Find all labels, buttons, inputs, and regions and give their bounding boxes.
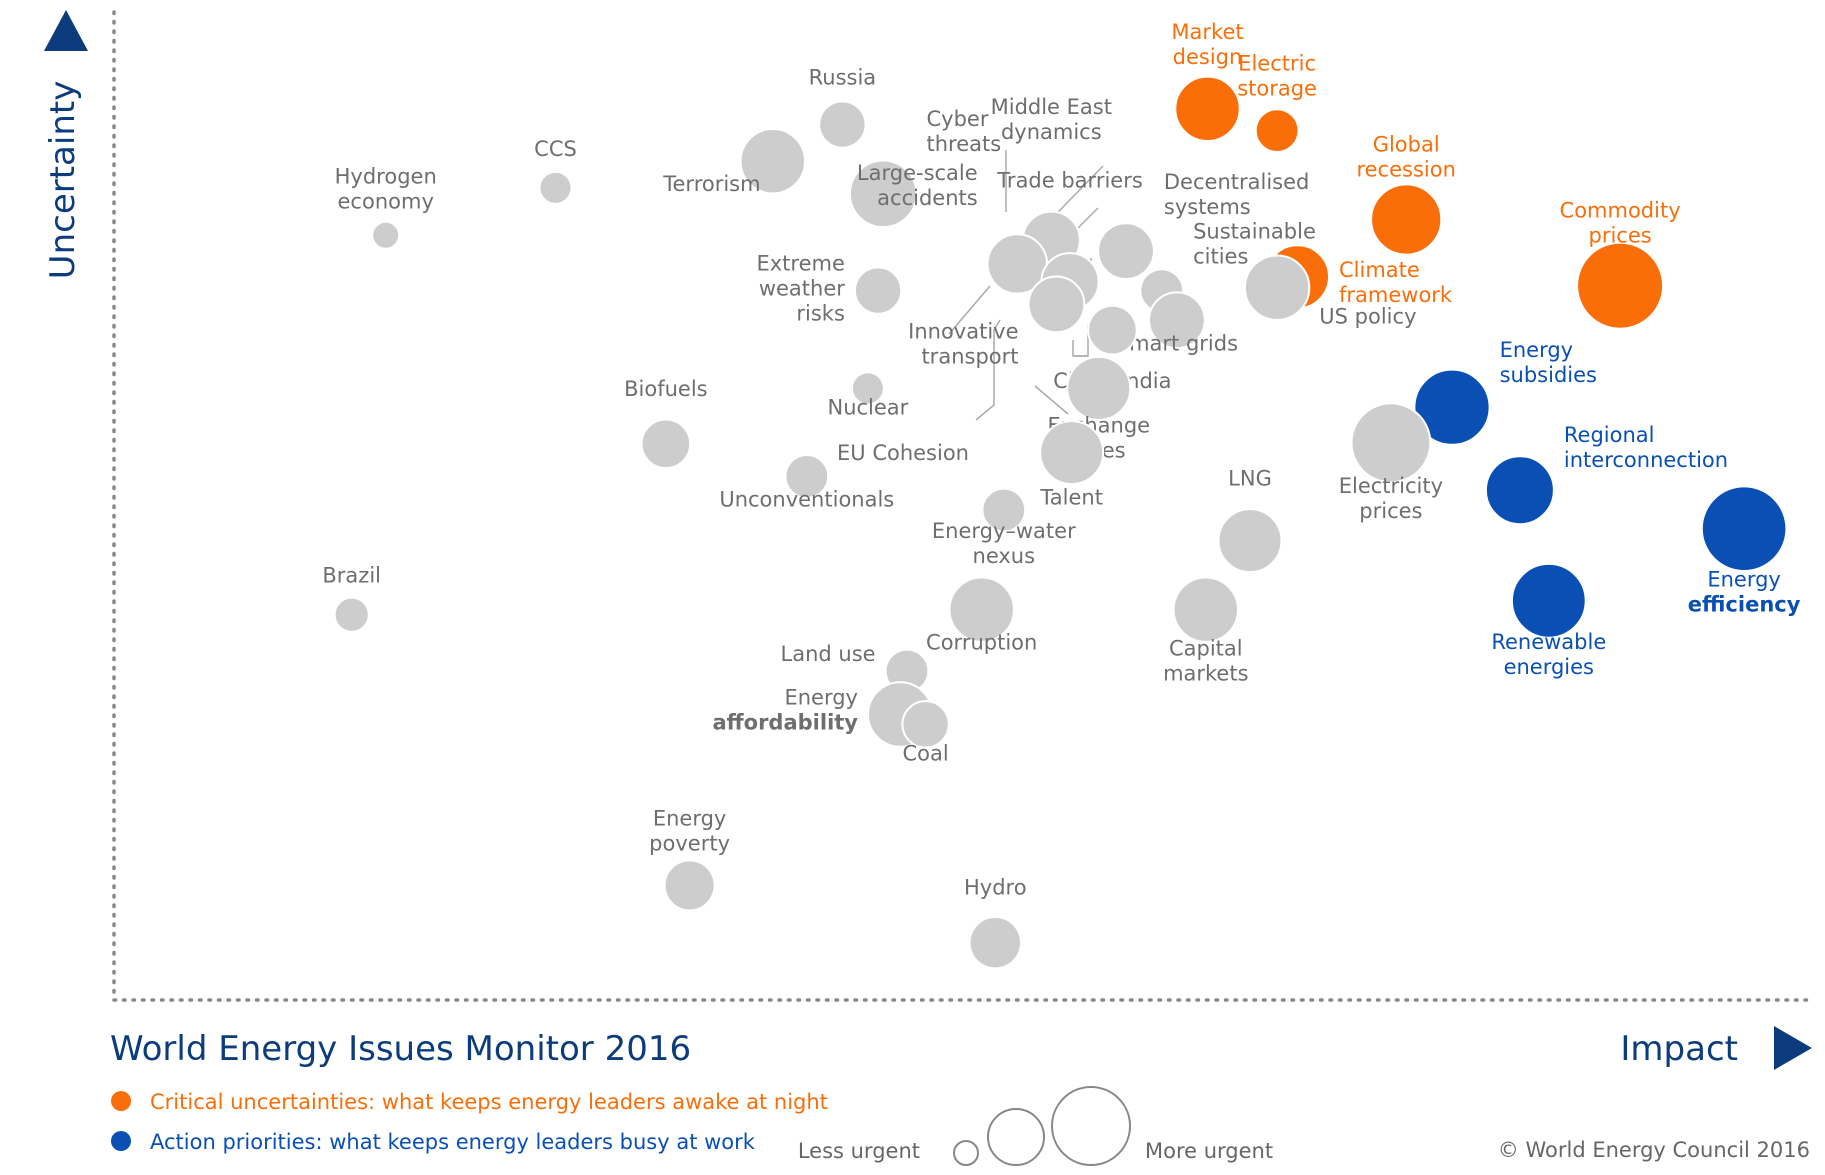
label-lng: LNG — [1228, 467, 1272, 491]
leader-line — [1072, 325, 1089, 357]
label-corruption: Corruption — [926, 631, 1037, 655]
x-axis-title: Impact — [1620, 1029, 1738, 1069]
leader-line — [1075, 207, 1099, 231]
legend-label-uncertainty: Critical uncertainties: what keeps energ… — [150, 1090, 828, 1114]
label-unconventionals: Unconventionals — [719, 487, 894, 511]
chart-title: World Energy Issues Monitor 2016 — [110, 1029, 691, 1069]
y-axis-title: Uncertainty — [43, 81, 83, 280]
label-innovative-transport: Innovative transport — [908, 319, 1018, 368]
label-global-recession: Global recession — [1356, 133, 1455, 182]
label-sustainable-cities: Sustainable cities — [1193, 220, 1316, 269]
label-commodity-prices: Commodity prices — [1560, 199, 1681, 248]
bubble-energy-efficiency — [1700, 485, 1788, 573]
label-hydrogen-economy: Hydrogen economy — [335, 164, 437, 213]
bubble-unconventionals — [784, 454, 830, 499]
label-coal: Coal — [902, 741, 948, 765]
bubble-extreme-weather-risks — [853, 266, 903, 315]
label-land-use: Land use — [781, 642, 876, 666]
bubble-commodity-prices — [1576, 241, 1665, 330]
size-legend: Less urgent More urgent — [798, 1086, 1273, 1166]
bubble-hydrogen-economy — [371, 220, 401, 250]
label-eu-cohesion: EU Cohesion — [837, 441, 969, 465]
bubble-ccs — [538, 170, 573, 205]
bubble-terrorism — [739, 128, 806, 195]
label-energy-efficiency: Energy efficiency — [1688, 568, 1801, 617]
bubble-electricity-prices — [1350, 402, 1432, 484]
label-brazil: Brazil — [322, 564, 381, 588]
bubble-us-policy — [1243, 254, 1311, 321]
label-biofuels: Biofuels — [624, 377, 708, 401]
size-legend-medium-circle — [987, 1108, 1045, 1166]
bubble-innovative-transport — [1027, 275, 1086, 334]
bubble-lng — [1217, 508, 1283, 574]
bubble-energy-water-nexus — [981, 487, 1027, 533]
bubble-market-design — [1174, 75, 1241, 143]
label-climate-framework: Climate framework — [1339, 258, 1453, 307]
leader-line — [1034, 385, 1069, 415]
bubble-capital-markets — [1172, 576, 1240, 643]
legend-swatch-priority — [111, 1131, 131, 1151]
bubble-china-india — [1087, 304, 1138, 356]
size-legend-large-circle — [1051, 1086, 1131, 1166]
leader-line — [948, 285, 991, 335]
copyright: © World Energy Council 2016 — [1498, 1138, 1810, 1162]
bubble-talent — [1039, 420, 1105, 486]
bubble-energy-subsidies — [1413, 368, 1491, 446]
label-large-scale-accidents: Large-scale accidents — [857, 161, 978, 210]
label-decentralised-systems: Decentralised systems — [1164, 170, 1309, 219]
bubble-renewable-energies — [1510, 562, 1587, 639]
label-us-policy: US policy — [1319, 305, 1416, 329]
leader-lines — [948, 150, 1104, 421]
label-energy-subsidies: Energy subsidies — [1500, 338, 1597, 387]
label-renewable-energies: Renewable energies — [1491, 630, 1606, 679]
size-legend-low: Less urgent — [798, 1139, 920, 1163]
label-capital-markets: Capital markets — [1163, 637, 1248, 686]
bubble-regional-interconnection — [1484, 455, 1555, 526]
size-legend-high: More urgent — [1145, 1139, 1273, 1163]
label-terrorism: Terrorism — [662, 172, 760, 196]
bubble-hydro — [968, 916, 1022, 970]
label-energy-water-nexus: Energy–water nexus — [932, 519, 1076, 568]
bubble-cyber-threats — [848, 159, 918, 229]
bubble-decentralised-systems — [1097, 222, 1155, 281]
y-axis-arrow-icon — [44, 10, 88, 51]
label-regional-interconnection: Regional interconnection — [1564, 423, 1728, 472]
label-ccs: CCS — [534, 137, 577, 161]
label-nuclear: Nuclear — [827, 395, 908, 419]
bubble-brazil — [333, 596, 370, 633]
label-extreme-weather-risks: Extreme weather risks — [756, 252, 845, 326]
legend: Critical uncertainties: what keeps energ… — [111, 1090, 828, 1154]
label-energy-affordability: Energy affordability — [712, 686, 858, 735]
label-electric-storage: Electric storage — [1237, 52, 1317, 101]
bubble-energy-poverty — [663, 859, 716, 912]
x-axis-arrow-icon — [1774, 1026, 1812, 1070]
legend-swatch-uncertainty — [111, 1091, 131, 1111]
label-market-design: Market design — [1171, 20, 1243, 69]
label-cyber-threats: Cyber threats — [927, 107, 1002, 156]
bubble-biofuels — [640, 418, 692, 470]
bubble-corruption — [948, 576, 1015, 643]
bubble-global-recession — [1370, 183, 1443, 256]
bubble-russia — [818, 100, 867, 149]
bubble-electric-storage — [1254, 108, 1300, 154]
label-electricity-prices: Electricity prices — [1339, 474, 1443, 523]
bubble-nuclear — [850, 371, 885, 406]
label-trade-barriers: Trade barriers — [996, 169, 1143, 193]
label-talent: Talent — [1039, 486, 1103, 510]
label-energy-poverty: Energy poverty — [649, 806, 730, 855]
leader-line — [975, 319, 1001, 421]
label-middle-east-dynamics: Middle East dynamics — [991, 95, 1112, 144]
bubble-smart-grids — [1148, 291, 1206, 350]
label-hydro: Hydro — [964, 876, 1027, 900]
label-russia: Russia — [809, 66, 877, 90]
bubble-coal — [901, 700, 950, 749]
bubble-exchange-rates — [1066, 355, 1132, 421]
legend-label-priority: Action priorities: what keeps energy lea… — [150, 1130, 756, 1154]
size-legend-small-circle — [953, 1140, 979, 1166]
